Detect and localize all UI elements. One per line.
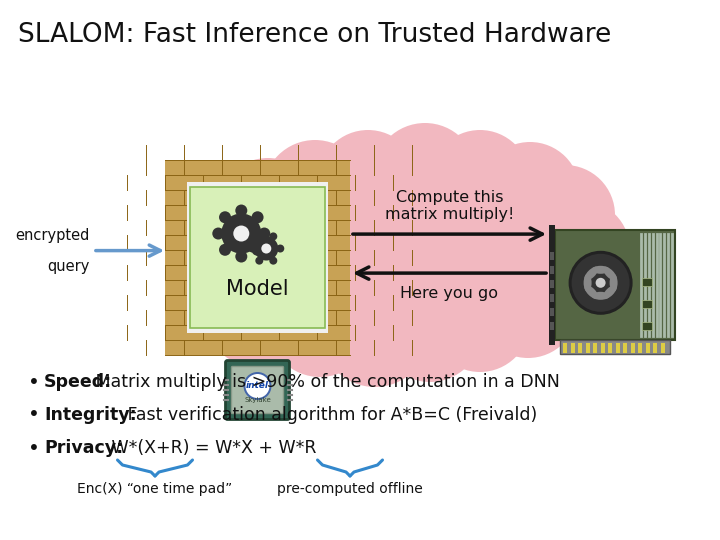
Bar — [623, 343, 627, 353]
Bar — [187, 182, 328, 333]
Text: Skylake: Skylake — [244, 397, 271, 403]
Circle shape — [248, 245, 256, 253]
Circle shape — [258, 227, 270, 240]
Circle shape — [515, 235, 615, 335]
Circle shape — [269, 232, 277, 240]
Bar — [642, 322, 652, 330]
Text: Fast verification algorithm for A*B=C (Freivald): Fast verification algorithm for A*B=C (F… — [122, 406, 536, 424]
Bar — [550, 322, 554, 330]
Text: SLALOM: Fast Inference on Trusted Hardware: SLALOM: Fast Inference on Trusted Hardwa… — [18, 22, 611, 48]
Circle shape — [268, 273, 372, 377]
Circle shape — [233, 226, 249, 241]
Text: W*(X+R) = W*X + W*R: W*(X+R) = W*X + W*R — [106, 439, 317, 457]
Circle shape — [243, 372, 271, 400]
Bar — [593, 343, 597, 353]
Bar — [653, 343, 657, 353]
Circle shape — [515, 165, 615, 265]
Circle shape — [246, 374, 269, 398]
Circle shape — [318, 130, 418, 230]
Bar — [608, 343, 612, 353]
Circle shape — [221, 213, 261, 253]
Circle shape — [430, 272, 530, 372]
Bar — [642, 278, 652, 286]
Ellipse shape — [610, 274, 618, 292]
Circle shape — [263, 140, 367, 244]
Circle shape — [251, 244, 264, 256]
Circle shape — [378, 278, 482, 382]
Text: Matrix multiply is >90% of the computation in a DNN: Matrix multiply is >90% of the computati… — [91, 373, 560, 391]
Circle shape — [251, 211, 264, 223]
Circle shape — [430, 130, 530, 230]
Ellipse shape — [585, 285, 598, 299]
Bar — [563, 343, 567, 353]
Text: Compute this
matrix multiply!: Compute this matrix multiply! — [385, 190, 514, 222]
Text: Here you go: Here you go — [400, 286, 498, 301]
Bar — [550, 280, 554, 288]
Circle shape — [569, 251, 633, 315]
Bar — [616, 343, 619, 353]
Bar — [585, 343, 590, 353]
Circle shape — [478, 258, 578, 358]
Bar — [555, 230, 675, 340]
Bar — [642, 300, 652, 308]
Bar — [550, 308, 554, 316]
Ellipse shape — [245, 179, 585, 325]
Text: Model: Model — [226, 279, 289, 299]
Bar — [631, 343, 634, 353]
FancyBboxPatch shape — [232, 367, 284, 414]
Circle shape — [235, 205, 247, 217]
Text: Integrity:: Integrity: — [44, 406, 137, 424]
Text: •: • — [28, 438, 40, 457]
Circle shape — [572, 254, 629, 312]
FancyBboxPatch shape — [225, 361, 289, 420]
Text: Speed:: Speed: — [44, 373, 112, 391]
Bar — [570, 343, 575, 353]
Bar — [190, 187, 325, 328]
Circle shape — [219, 211, 231, 223]
Circle shape — [256, 232, 264, 240]
Bar — [646, 343, 649, 353]
Bar — [560, 340, 670, 354]
Text: Enc(X) “one time pad”: Enc(X) “one time pad” — [77, 482, 233, 496]
Circle shape — [320, 277, 430, 387]
Circle shape — [480, 142, 580, 242]
Circle shape — [216, 158, 320, 262]
Ellipse shape — [592, 266, 610, 274]
Circle shape — [186, 188, 290, 292]
Circle shape — [190, 223, 294, 327]
Circle shape — [276, 245, 284, 253]
Ellipse shape — [584, 274, 592, 292]
Circle shape — [269, 256, 277, 265]
Bar — [550, 266, 554, 274]
Bar — [550, 252, 554, 260]
Text: •: • — [28, 373, 40, 392]
Ellipse shape — [585, 267, 598, 281]
Circle shape — [202, 252, 318, 368]
Bar — [550, 294, 554, 302]
Ellipse shape — [603, 285, 617, 299]
Circle shape — [219, 244, 231, 256]
Circle shape — [595, 278, 606, 288]
Circle shape — [212, 227, 225, 240]
Bar — [549, 225, 555, 345]
Bar — [638, 343, 642, 353]
Ellipse shape — [592, 292, 610, 300]
Text: Privacy:: Privacy: — [44, 439, 123, 457]
Bar — [578, 343, 582, 353]
Circle shape — [254, 237, 279, 260]
Circle shape — [235, 251, 247, 262]
Circle shape — [261, 244, 271, 253]
Bar — [165, 160, 350, 355]
Text: •: • — [28, 406, 40, 424]
Text: encrypted: encrypted — [16, 227, 90, 242]
Circle shape — [373, 123, 477, 227]
Bar — [660, 343, 665, 353]
Text: pre-computed offline: pre-computed offline — [277, 482, 423, 496]
Ellipse shape — [603, 267, 617, 281]
Text: intel: intel — [246, 381, 269, 389]
Circle shape — [530, 200, 630, 300]
Circle shape — [256, 256, 264, 265]
Text: query: query — [48, 259, 90, 274]
Bar — [600, 343, 605, 353]
